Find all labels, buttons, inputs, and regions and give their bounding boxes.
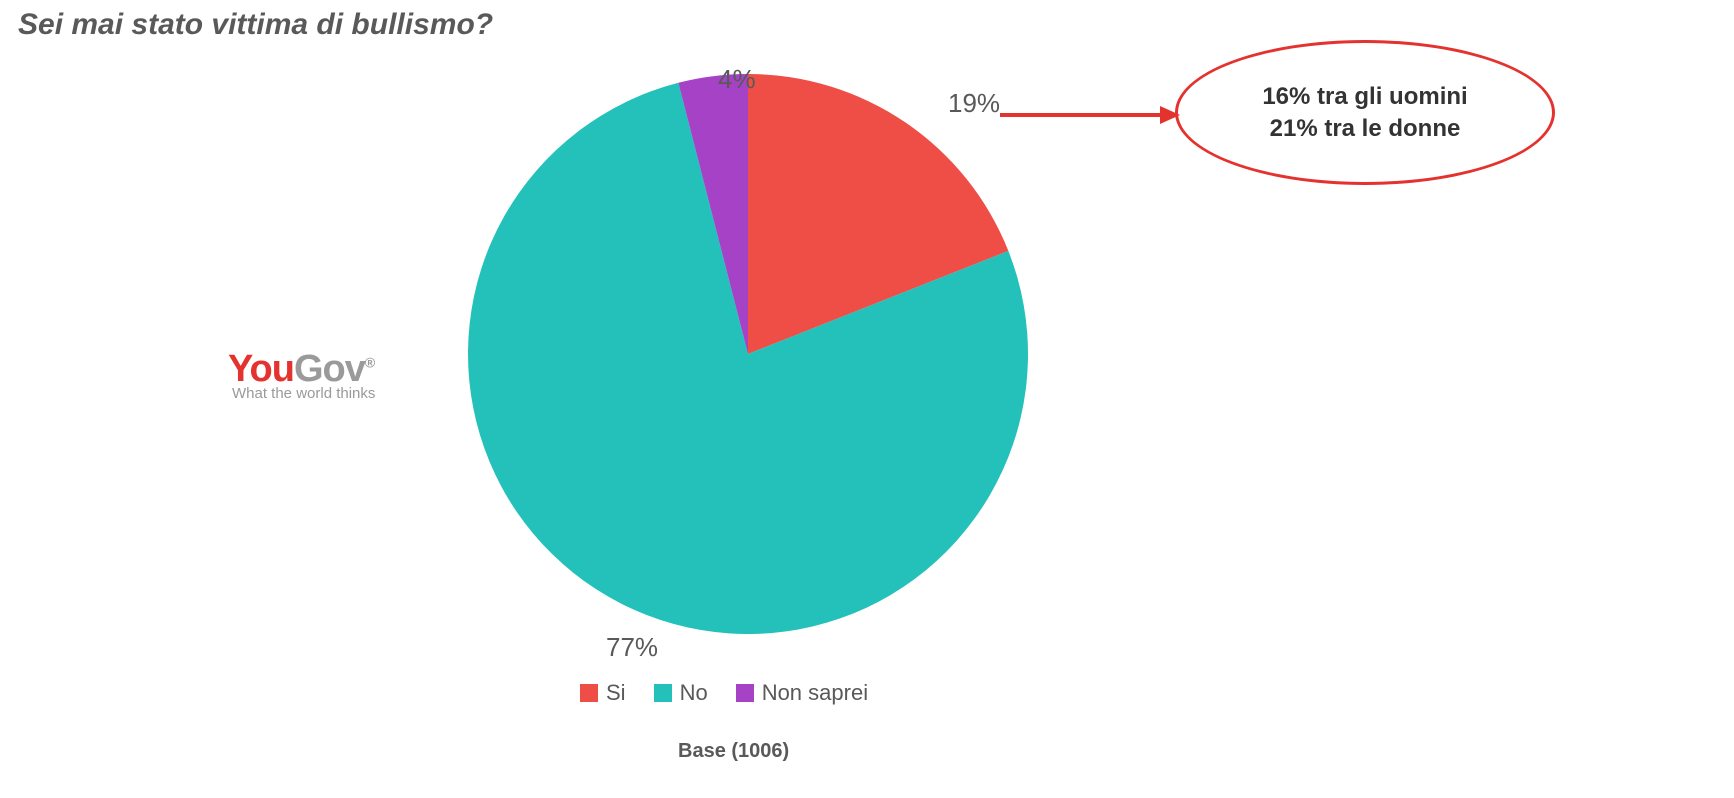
base-note: Base (1006) [678, 740, 789, 763]
chart-title: Sei mai stato vittima di bullismo? [18, 8, 493, 42]
callout-line-1: 16% tra gli uomini [1262, 81, 1467, 112]
slice-label-si: 19% [948, 88, 1000, 119]
callout-line-2: 21% tra le donne [1270, 113, 1461, 144]
callout-arrow-icon [1000, 100, 1180, 130]
legend-item: Si [580, 680, 626, 706]
pie-svg [468, 74, 1028, 634]
legend-label: Si [606, 680, 626, 706]
pie-chart: 19% 77% 4% [468, 74, 1028, 634]
logo-registered-icon: ® [365, 354, 374, 370]
legend-label: Non saprei [762, 680, 868, 706]
legend-swatch-icon [736, 684, 754, 702]
logo-part-gov: Gov [294, 348, 365, 390]
slice-label-nonsaprei: 4% [718, 64, 756, 95]
yougov-logo: YouGov® What the world thinks [228, 348, 375, 402]
logo-tagline: What the world thinks [232, 385, 375, 402]
legend-label: No [680, 680, 708, 706]
logo-part-you: You [228, 348, 294, 390]
slice-label-no: 77% [606, 632, 658, 663]
legend-swatch-icon [654, 684, 672, 702]
chart-legend: Si No Non saprei [580, 680, 868, 706]
callout-bubble: 16% tra gli uomini 21% tra le donne [1175, 40, 1555, 185]
legend-item: Non saprei [736, 680, 868, 706]
legend-item: No [654, 680, 708, 706]
legend-swatch-icon [580, 684, 598, 702]
